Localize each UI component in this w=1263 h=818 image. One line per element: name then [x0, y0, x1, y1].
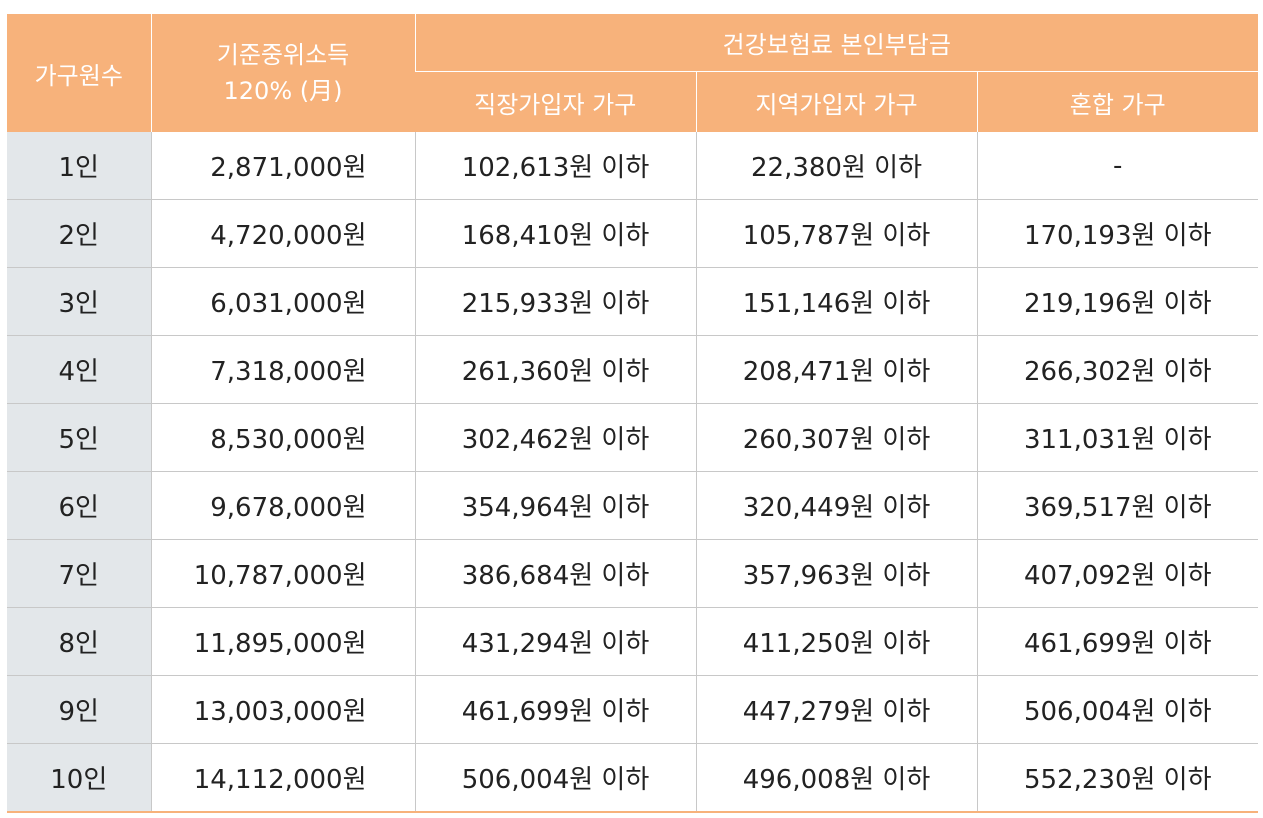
median-income-cell: 2,871,000원 — [150, 132, 415, 200]
header-median-income-line1: 기준중위소득 — [216, 41, 350, 69]
header-regional: 지역가입자 가구 — [695, 71, 977, 132]
table-row: 5인 8,530,000원 302,462원 이하 260,307원 이하 311,03… — [7, 403, 1258, 472]
regional-premium-cell: 447,279원 이하 — [695, 675, 977, 744]
median-income-cell: 6,031,000원 — [150, 267, 415, 336]
table-header: 가구원수 기준중위소득 120% (月) 건강보험료 본인부담금 직장가입자 가… — [7, 14, 1258, 132]
household-size-cell: 9인 — [7, 675, 151, 744]
regional-premium-cell: 151,146원 이하 — [695, 267, 977, 336]
household-size-cell: 3인 — [7, 267, 151, 336]
table-row: 6인 9,678,000원 354,964원 이하 320,449원 이하 369,51… — [7, 471, 1258, 540]
workplace-premium-cell: 506,004원 이하 — [414, 743, 696, 813]
workplace-premium-cell: 386,684원 이하 — [414, 539, 696, 608]
regional-premium-cell: 411,250원 이하 — [695, 607, 977, 676]
workplace-premium-cell: 215,933원 이하 — [414, 267, 696, 336]
table-row: 3인 6,031,000원 215,933원 이하 151,146원 이하 219,19… — [7, 267, 1258, 336]
mixed-premium-cell: 369,517원 이하 — [976, 471, 1258, 540]
household-size-cell: 7인 — [7, 539, 151, 608]
workplace-premium-cell: 102,613원 이하 — [414, 132, 696, 200]
table-row: 1인 2,871,000원 102,613원 이하 22,380원 이하 - — [7, 132, 1258, 200]
median-income-cell: 9,678,000원 — [150, 471, 415, 540]
table-row: 7인 10,787,000원 386,684원 이하 357,963원 이하 407,0… — [7, 539, 1258, 608]
mixed-premium-cell: 407,092원 이하 — [976, 539, 1258, 608]
workplace-premium-cell: 461,699원 이하 — [414, 675, 696, 744]
median-income-cell: 14,112,000원 — [150, 743, 415, 813]
workplace-premium-cell: 431,294원 이하 — [414, 607, 696, 676]
mixed-premium-cell: 266,302원 이하 — [976, 335, 1258, 404]
table-row: 4인 7,318,000원 261,360원 이하 208,471원 이하 266,30… — [7, 335, 1258, 404]
household-size-cell: 5인 — [7, 403, 151, 472]
median-income-cell: 8,530,000원 — [150, 403, 415, 472]
header-premium-group: 건강보험료 본인부담금 — [414, 14, 1258, 72]
table-row: 9인 13,003,000원 461,699원 이하 447,279원 이하 506,0… — [7, 675, 1258, 744]
mixed-premium-cell: 461,699원 이하 — [976, 607, 1258, 676]
median-income-cell: 11,895,000원 — [150, 607, 415, 676]
median-income-cell: 13,003,000원 — [150, 675, 415, 744]
mixed-premium-cell: 311,031원 이하 — [976, 403, 1258, 472]
household-size-cell: 2인 — [7, 199, 151, 268]
header-median-income-line2: 120% (月) — [223, 77, 343, 105]
workplace-premium-cell: 261,360원 이하 — [414, 335, 696, 404]
median-income-cell: 4,720,000원 — [150, 199, 415, 268]
table-row: 2인 4,720,000원 168,410원 이하 105,787원 이하 170,19… — [7, 199, 1258, 268]
household-size-cell: 10인 — [7, 743, 151, 813]
regional-premium-cell: 260,307원 이하 — [695, 403, 977, 472]
table-body: 1인 2,871,000원 102,613원 이하 22,380원 이하 -2인 4,72… — [7, 132, 1258, 813]
premium-table: 가구원수 기준중위소득 120% (月) 건강보험료 본인부담금 직장가입자 가… — [7, 14, 1258, 813]
workplace-premium-cell: 302,462원 이하 — [414, 403, 696, 472]
header-mixed: 혼합 가구 — [976, 71, 1258, 132]
mixed-premium-cell: 552,230원 이하 — [976, 743, 1258, 813]
workplace-premium-cell: 354,964원 이하 — [414, 471, 696, 540]
workplace-premium-cell: 168,410원 이하 — [414, 199, 696, 268]
household-size-cell: 4인 — [7, 335, 151, 404]
header-household-size: 가구원수 — [7, 14, 151, 132]
median-income-cell: 10,787,000원 — [150, 539, 415, 608]
regional-premium-cell: 320,449원 이하 — [695, 471, 977, 540]
table-row: 8인 11,895,000원 431,294원 이하 411,250원 이하 461,6… — [7, 607, 1258, 676]
mixed-premium-cell: 170,193원 이하 — [976, 199, 1258, 268]
mixed-premium-cell: - — [976, 132, 1258, 200]
household-size-cell: 8인 — [7, 607, 151, 676]
regional-premium-cell: 105,787원 이하 — [695, 199, 977, 268]
table-row: 10인 14,112,000원 506,004원 이하 496,008원 이하 552,… — [7, 743, 1258, 813]
household-size-cell: 6인 — [7, 471, 151, 540]
regional-premium-cell: 22,380원 이하 — [695, 132, 977, 200]
household-size-cell: 1인 — [7, 132, 151, 200]
mixed-premium-cell: 506,004원 이하 — [976, 675, 1258, 744]
header-workplace: 직장가입자 가구 — [415, 71, 696, 132]
header-median-income: 기준중위소득 120% (月) — [150, 14, 415, 132]
mixed-premium-cell: 219,196원 이하 — [976, 267, 1258, 336]
regional-premium-cell: 208,471원 이하 — [695, 335, 977, 404]
regional-premium-cell: 496,008원 이하 — [695, 743, 977, 813]
regional-premium-cell: 357,963원 이하 — [695, 539, 977, 608]
median-income-cell: 7,318,000원 — [150, 335, 415, 404]
